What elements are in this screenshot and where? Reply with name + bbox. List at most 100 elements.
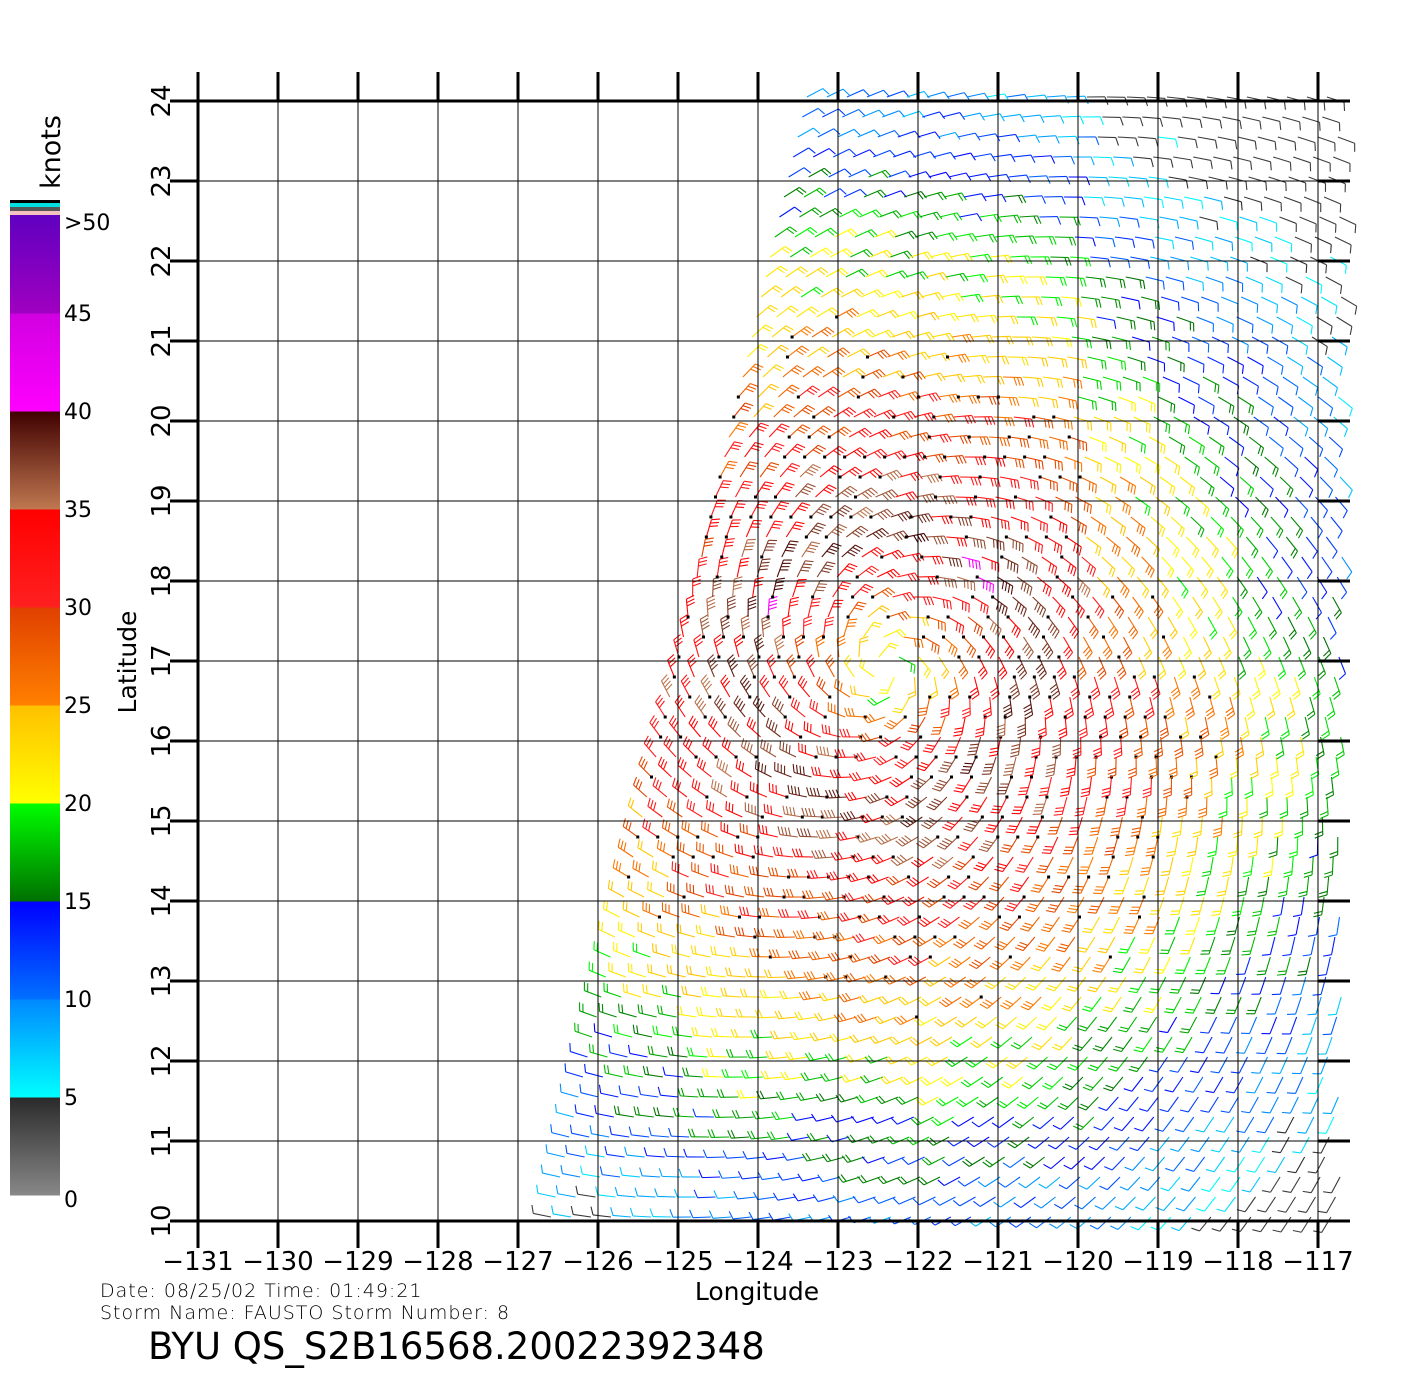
barb-shaft: [1117, 1216, 1132, 1230]
rain-flag: [953, 935, 957, 939]
barb-feather: [782, 888, 787, 898]
barb-feather: [1049, 625, 1056, 634]
barb-feather: [709, 660, 717, 668]
barb-feather: [1179, 1109, 1189, 1113]
barb-feather: [1060, 790, 1070, 794]
barb-shaft: [874, 776, 892, 785]
barb-feather: [617, 1003, 620, 1013]
barb-feather: [800, 828, 804, 837]
barb-shaft: [1220, 816, 1223, 835]
barb-feather: [531, 1204, 534, 1214]
barb-feather: [809, 787, 813, 796]
barb-shaft: [866, 896, 885, 904]
wind-barb: [700, 986, 722, 998]
barb-feather: [1082, 930, 1091, 934]
barb-feather: [766, 742, 769, 752]
barb-feather: [1281, 734, 1290, 740]
barb-feather: [689, 660, 697, 668]
wind-barb: [1187, 616, 1198, 640]
barb-feather: [1057, 872, 1066, 874]
wind-barb: [655, 694, 666, 718]
wind-barb: [931, 1116, 955, 1127]
barb-feather: [955, 1100, 964, 1108]
barb-feather: [971, 693, 980, 700]
barb-feather: [733, 634, 742, 641]
barb-feather: [1106, 652, 1113, 660]
wind-barb: [691, 1026, 713, 1038]
barb-feather: [847, 622, 857, 624]
barb-feather: [1003, 1081, 1012, 1087]
wind-barb: [706, 654, 719, 678]
barb-shaft: [817, 1196, 836, 1203]
barb-feather: [1106, 714, 1115, 720]
barb-feather: [851, 791, 857, 800]
barb-feather: [1045, 770, 1055, 774]
barb-shaft: [1177, 1056, 1188, 1073]
barb-feather: [926, 805, 935, 811]
barb-feather: [1209, 774, 1218, 780]
barb-shaft: [645, 1073, 663, 1078]
barb-feather: [1110, 830, 1120, 833]
barb-feather: [881, 835, 889, 842]
barb-feather: [921, 901, 930, 908]
rain-flag: [814, 755, 818, 759]
barb-shaft: [1137, 1216, 1152, 1231]
barb-shaft: [1244, 1116, 1255, 1133]
barb-feather: [1235, 754, 1244, 760]
rain-flag: [657, 915, 661, 919]
wind-barb: [923, 636, 940, 655]
barb-feather: [900, 1176, 908, 1184]
barb-feather: [610, 881, 614, 891]
barb-feather: [692, 802, 696, 812]
wind-barb: [1154, 1116, 1175, 1132]
barb-feather: [1165, 1167, 1174, 1172]
barb-feather: [974, 734, 984, 738]
barb-feather: [713, 946, 717, 956]
barb-shaft: [917, 1116, 935, 1126]
barb-feather: [1095, 814, 1104, 817]
barb-feather: [602, 900, 605, 909]
barb-shaft: [1040, 796, 1048, 815]
barb-feather: [840, 913, 846, 921]
barb-feather: [1069, 625, 1075, 634]
wind-barb: [545, 1144, 565, 1158]
barb-feather: [606, 901, 609, 911]
barb-feather: [999, 926, 1008, 931]
rain-flag: [1052, 675, 1056, 679]
wind-barb: [968, 796, 988, 813]
barb-feather: [763, 803, 766, 813]
barb-feather: [1130, 628, 1137, 637]
barb-feather: [795, 1092, 802, 1101]
wind-barb: [740, 1069, 763, 1079]
barb-shaft: [1023, 856, 1034, 873]
barb-feather: [1268, 850, 1278, 855]
barb-shaft: [1264, 1116, 1275, 1134]
barb-feather: [909, 1039, 917, 1046]
barb-feather: [794, 634, 803, 640]
barb-feather: [1120, 734, 1129, 740]
barb-feather: [735, 1109, 740, 1119]
barb-feather: [672, 802, 676, 811]
barb-feather: [977, 1181, 986, 1188]
barb-feather: [792, 807, 796, 816]
barb-feather: [985, 1159, 993, 1166]
barb-feather: [1272, 690, 1280, 697]
wind-barb: [624, 1146, 645, 1158]
wind-barb: [686, 882, 705, 898]
barb-feather: [1118, 1029, 1127, 1033]
wind-barb: [1009, 876, 1030, 893]
barb-feather: [906, 1138, 914, 1146]
rain-flag: [1000, 815, 1004, 819]
rain-flag: [1016, 835, 1020, 839]
barb-feather: [1086, 774, 1096, 779]
wind-barb: [657, 1086, 679, 1098]
barb-feather: [1002, 703, 1011, 709]
barb-feather: [697, 782, 701, 791]
wind-barb: [1272, 676, 1281, 700]
barb-feather: [1089, 1224, 1098, 1230]
barb-feather: [1213, 830, 1222, 835]
wind-barb: [809, 699, 826, 718]
barb-feather: [887, 1056, 895, 1064]
barb-feather: [723, 680, 731, 688]
barb-shaft: [1241, 816, 1243, 836]
